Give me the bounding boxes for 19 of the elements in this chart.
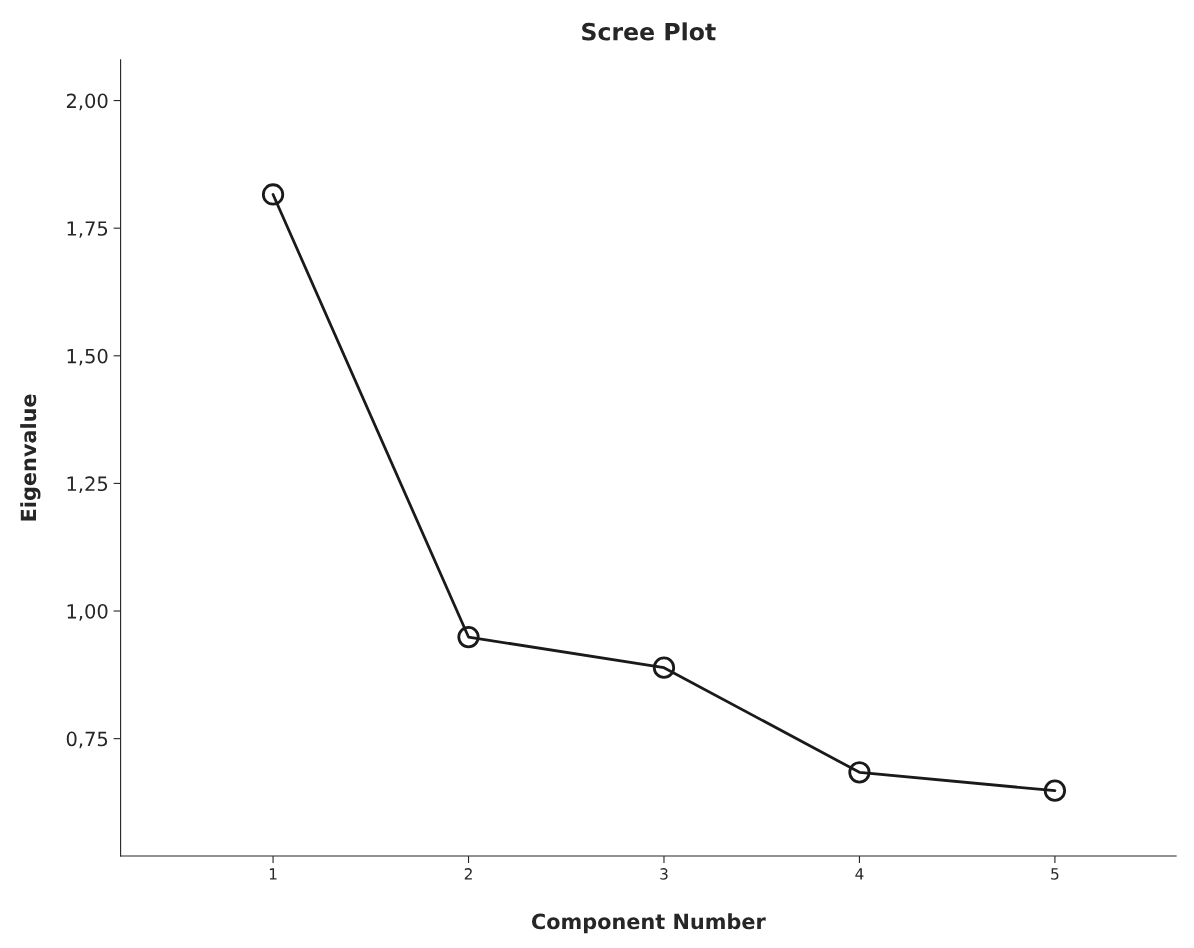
y-tick-label: 1,50: [67, 348, 108, 366]
y-tick-label: 1,75: [67, 221, 108, 238]
point: [848, 761, 871, 784]
x-tick-label: 2: [464, 868, 472, 880]
point: [457, 625, 480, 649]
x-axis-title: Component Number: [531, 913, 766, 934]
x-tick-label: 1: [269, 868, 277, 880]
y-tick-label: 1,25: [67, 476, 108, 494]
y-tick-label: 2,00: [66, 93, 108, 111]
y-tick-label: 0,75: [66, 731, 108, 749]
x-tick-label: 3: [660, 868, 668, 880]
x-tick-label: 4: [855, 868, 864, 880]
point: [1043, 779, 1067, 802]
chart-title: Scree Plot: [582, 22, 716, 41]
point: [652, 656, 676, 679]
x-tick-label: 5: [1051, 868, 1059, 880]
point: [261, 183, 285, 206]
y-axis-title: Eigenvalue: [20, 394, 41, 521]
y-tick-label: 1,00: [67, 603, 108, 621]
